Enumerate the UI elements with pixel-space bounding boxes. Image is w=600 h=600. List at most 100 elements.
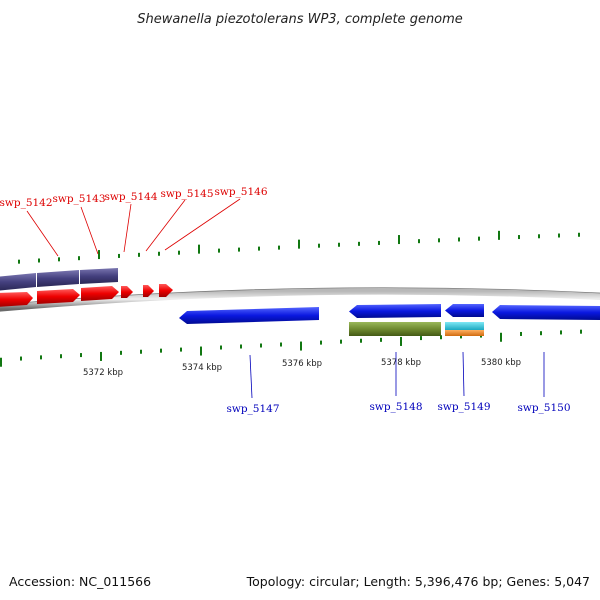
minor-tick-mark <box>78 256 80 261</box>
label-leader-line <box>164 198 241 251</box>
map-title: Shewanella piezotolerans WP3, complete g… <box>137 12 463 27</box>
major-tick-mark <box>500 332 502 342</box>
minor-tick-mark <box>60 354 62 359</box>
minor-tick-mark <box>118 253 120 258</box>
minor-tick-mark <box>80 353 82 358</box>
label-leader-line <box>80 206 99 255</box>
forward-strand-genes <box>0 284 173 307</box>
label-leader-line <box>145 199 186 252</box>
gene-label-swp-5146[interactable]: swp_5146 <box>214 186 267 198</box>
gene-swp-5149-arrow[interactable] <box>445 304 484 317</box>
gene-swp-5148-arrow[interactable] <box>349 304 441 318</box>
accession-text: Accession: NC_011566 <box>9 574 151 589</box>
reverse-gene-labels: swp_5147 swp_5148 swp_5149 swp_5150 <box>226 351 571 415</box>
major-tick-mark <box>398 235 400 245</box>
minor-tick-mark <box>120 350 122 355</box>
minor-tick-mark <box>438 238 440 243</box>
minor-tick-mark <box>140 349 142 354</box>
minor-tick-mark <box>218 248 220 253</box>
gene-swp-5142-arrow[interactable] <box>0 292 33 307</box>
minor-tick-mark <box>418 239 420 244</box>
gene-label-swp-5145[interactable]: swp_5145 <box>160 188 213 200</box>
major-tick-mark <box>0 357 2 367</box>
gene-label-swp-5142[interactable]: swp_5142 <box>0 197 53 209</box>
minor-tick-mark <box>258 246 260 251</box>
major-tick-mark <box>200 346 202 356</box>
gene-swp-5147-arrow[interactable] <box>179 307 319 324</box>
minor-tick-mark <box>360 338 362 343</box>
minor-tick-mark <box>318 243 320 248</box>
major-tick-mark <box>300 341 302 351</box>
minor-tick-mark <box>240 344 242 349</box>
minor-tick-mark <box>580 329 582 334</box>
inner-tick-marks <box>0 329 582 367</box>
minor-tick-mark <box>180 347 182 352</box>
minor-tick-mark <box>220 345 222 350</box>
cog-band-upper <box>0 268 118 291</box>
minor-tick-mark <box>538 234 540 239</box>
minor-tick-mark <box>40 355 42 360</box>
minor-tick-mark <box>38 258 40 263</box>
gene-label-swp-5147[interactable]: swp_5147 <box>226 403 279 415</box>
minor-tick-mark <box>540 331 542 336</box>
gene-swp-5146b-arrow[interactable] <box>159 284 173 297</box>
minor-tick-mark <box>178 250 180 255</box>
minor-tick-mark <box>380 337 382 342</box>
minor-tick-mark <box>518 235 520 240</box>
gene-swp-5146-arrow[interactable] <box>143 285 154 297</box>
major-tick-mark <box>100 351 102 361</box>
minor-tick-mark <box>558 233 560 238</box>
gene-label-swp-5143[interactable]: swp_5143 <box>52 193 105 205</box>
gene-swp-5143-arrow[interactable] <box>37 289 80 304</box>
minor-tick-mark <box>20 356 22 361</box>
major-tick-mark <box>400 336 402 346</box>
minor-tick-mark <box>358 241 360 246</box>
reverse-strand-genes <box>179 304 600 324</box>
minor-tick-mark <box>340 339 342 344</box>
kbp-label: 5378 kbp <box>381 358 421 368</box>
forward-gene-labels: swp_5142 swp_5143 swp_5144 swp_5145 swp_… <box>0 186 268 257</box>
minor-tick-mark <box>560 330 562 335</box>
minor-tick-mark <box>58 257 60 262</box>
cog-band-segment[interactable] <box>445 330 484 336</box>
minor-tick-mark <box>420 336 422 341</box>
cog-band-segment[interactable] <box>445 322 484 330</box>
genome-backbone <box>0 287 600 312</box>
major-tick-mark <box>98 250 100 260</box>
minor-tick-mark <box>160 348 162 353</box>
minor-tick-mark <box>320 340 322 345</box>
gene-label-swp-5149[interactable]: swp_5149 <box>437 401 490 413</box>
minor-tick-mark <box>460 334 462 339</box>
minor-tick-mark <box>278 245 280 250</box>
cog-band-segment[interactable] <box>80 268 118 284</box>
gene-swp-5145-arrow[interactable] <box>121 286 133 298</box>
gene-label-swp-5144[interactable]: swp_5144 <box>104 191 157 203</box>
minor-tick-mark <box>378 240 380 245</box>
minor-tick-mark <box>18 259 20 264</box>
minor-tick-mark <box>478 236 480 241</box>
kbp-label: 5372 kbp <box>83 368 123 378</box>
genome-summary-text: Topology: circular; Length: 5,396,476 bp… <box>246 574 590 589</box>
cog-band-segment[interactable] <box>37 270 79 287</box>
major-tick-mark <box>298 239 300 249</box>
cog-band-lower <box>349 322 484 336</box>
gene-swp-5150-arrow[interactable] <box>492 305 600 320</box>
minor-tick-mark <box>520 331 522 336</box>
gene-swp-5144-arrow[interactable] <box>81 286 119 301</box>
kbp-label: 5376 kbp <box>282 359 322 369</box>
label-leader-line <box>462 351 465 397</box>
label-leader-line <box>249 354 253 399</box>
outer-tick-marks <box>18 230 580 264</box>
gene-label-swp-5148[interactable]: swp_5148 <box>369 401 422 413</box>
major-tick-mark <box>498 230 500 240</box>
cog-band-segment[interactable] <box>0 273 36 291</box>
label-leader-line <box>26 210 59 257</box>
gene-label-swp-5150[interactable]: swp_5150 <box>517 402 570 414</box>
cog-band-segment[interactable] <box>349 322 441 336</box>
minor-tick-mark <box>138 252 140 257</box>
position-labels: 5372 kbp 5374 kbp 5376 kbp 5378 kbp 5380… <box>83 358 521 378</box>
minor-tick-mark <box>158 251 160 256</box>
minor-tick-mark <box>260 343 262 348</box>
minor-tick-mark <box>578 232 580 237</box>
